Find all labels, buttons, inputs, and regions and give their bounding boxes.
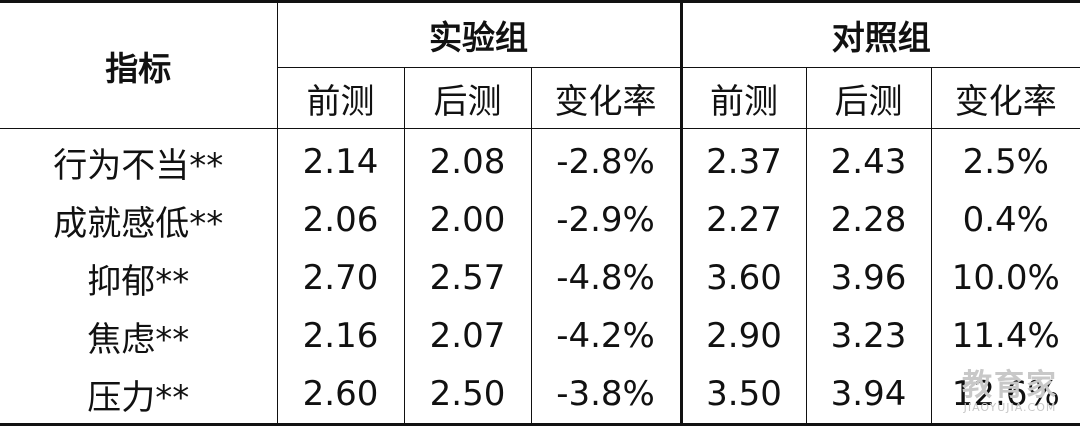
cell-exp-change: -4.8% bbox=[530, 249, 682, 307]
header-exp-pre: 前测 bbox=[276, 67, 404, 129]
header-control-group: 对照组 bbox=[679, 0, 1080, 68]
row-metric: 焦虑** bbox=[87, 319, 190, 360]
cell-exp-pre: 2.70 bbox=[276, 249, 404, 307]
header-exp-post: 后测 bbox=[403, 67, 531, 129]
cell-ctl-change: 12.6% bbox=[930, 365, 1080, 426]
row-metric: 成就感低** bbox=[53, 203, 224, 244]
cell-exp-post: 2.00 bbox=[403, 191, 531, 249]
cell-ctl-pre: 2.37 bbox=[679, 128, 807, 191]
row-metric: 压力** bbox=[0, 365, 277, 426]
header-ctl-post: 后测 bbox=[805, 67, 932, 129]
row-metric: 抑郁** bbox=[87, 261, 190, 302]
cell-ctl-post: 3.23 bbox=[805, 307, 932, 365]
cell-ctl-pre: 2.90 bbox=[679, 307, 807, 365]
cell-exp-post: 2.07 bbox=[403, 307, 531, 365]
table-row: 成就感低** 2.06 2.00 -2.9% 2.27 2.28 0.4% bbox=[0, 191, 1080, 249]
cell-exp-pre: 2.16 bbox=[276, 307, 404, 365]
cell-exp-post: 2.08 bbox=[403, 128, 531, 191]
header-ctl-pre: 前测 bbox=[679, 67, 807, 129]
table-row: 压力** 2.60 2.50 -3.8% 3.50 3.94 12.6% bbox=[0, 365, 1080, 426]
cell-exp-pre: 2.14 bbox=[276, 128, 404, 191]
cell-ctl-change: 10.0% bbox=[930, 249, 1080, 307]
table-row: 抑郁** 2.70 2.57 -4.8% 3.60 3.96 10.0% bbox=[0, 249, 1080, 307]
header-ctl-change: 变化率 bbox=[930, 67, 1080, 129]
row-metric: 行为不当** bbox=[53, 145, 224, 186]
header-exp-change: 变化率 bbox=[530, 67, 682, 129]
cell-exp-change: -3.8% bbox=[530, 365, 682, 426]
cell-ctl-post: 2.43 bbox=[805, 128, 932, 191]
cell-exp-change: -2.8% bbox=[530, 128, 682, 191]
cell-exp-pre: 2.60 bbox=[276, 365, 404, 426]
cell-ctl-pre: 2.27 bbox=[679, 191, 807, 249]
cell-exp-change: -4.2% bbox=[530, 307, 682, 365]
cell-ctl-change: 11.4% bbox=[930, 307, 1080, 365]
cell-ctl-post: 2.28 bbox=[805, 191, 932, 249]
cell-exp-post: 2.57 bbox=[403, 249, 531, 307]
cell-ctl-pre: 3.60 bbox=[679, 249, 807, 307]
cell-exp-post: 2.50 bbox=[403, 365, 531, 426]
cell-ctl-pre: 3.50 bbox=[679, 365, 807, 426]
cell-ctl-change: 0.4% bbox=[930, 191, 1080, 249]
cell-ctl-post: 3.96 bbox=[805, 249, 932, 307]
cell-ctl-change: 2.5% bbox=[930, 128, 1080, 191]
cell-exp-change: -2.9% bbox=[530, 191, 682, 249]
header-metric: 指标 bbox=[0, 0, 277, 129]
table-row: 行为不当** 2.14 2.08 -2.8% 2.37 2.43 2.5% bbox=[0, 128, 1080, 191]
cell-exp-pre: 2.06 bbox=[276, 191, 404, 249]
cell-ctl-post: 3.94 bbox=[805, 365, 932, 426]
header-experimental-group: 实验组 bbox=[276, 0, 682, 68]
table-row: 焦虑** 2.16 2.07 -4.2% 2.90 3.23 11.4% bbox=[0, 307, 1080, 365]
